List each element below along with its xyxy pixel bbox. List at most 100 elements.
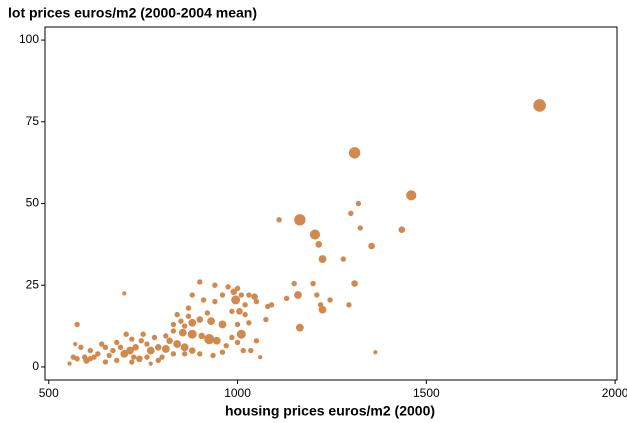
bubble <box>146 346 155 355</box>
bubble <box>144 354 150 360</box>
bubble <box>136 355 143 363</box>
bubble <box>234 339 241 346</box>
bubble <box>268 302 275 308</box>
bubble <box>114 339 120 346</box>
bubble <box>140 331 146 337</box>
bubble <box>406 190 417 201</box>
bubble <box>198 332 205 340</box>
bubble <box>87 356 94 362</box>
bubble <box>120 349 129 358</box>
bubble <box>170 351 177 357</box>
bubble <box>74 321 80 328</box>
y-tick-label: 75 <box>26 114 40 128</box>
bubble <box>87 347 94 354</box>
bubble <box>283 295 290 301</box>
bubble <box>258 355 263 360</box>
bubble <box>173 340 182 348</box>
bubble <box>132 344 139 351</box>
bubble <box>155 357 161 364</box>
bubble <box>187 329 197 339</box>
bubble <box>189 292 195 298</box>
bubble <box>398 226 406 233</box>
bubble <box>373 350 378 355</box>
bubble <box>340 256 346 262</box>
bubble <box>144 341 150 347</box>
x-tick-label: 500 <box>39 386 59 400</box>
bubble <box>218 320 227 329</box>
bubble <box>151 334 158 341</box>
bubble <box>219 349 226 355</box>
bubble <box>248 347 254 354</box>
chart-title: lot prices euros/m2 (2000-2004 mean) <box>8 5 257 21</box>
bubble <box>188 318 197 327</box>
bubble <box>219 292 226 298</box>
bubble <box>178 318 184 324</box>
bubble <box>74 356 80 362</box>
x-tick-label: 1000 <box>224 386 251 400</box>
bubble <box>294 214 306 226</box>
x-axis-label: housing prices euros/m2 (2000) <box>225 403 435 419</box>
bubble <box>131 354 137 360</box>
bubble <box>185 313 192 319</box>
bubble <box>234 321 241 328</box>
bubble <box>246 292 252 298</box>
x-tick-label: 2000 <box>602 386 627 400</box>
bubble <box>174 311 180 318</box>
bubble <box>129 359 135 365</box>
x-tick-label: 1500 <box>413 386 440 400</box>
bubble <box>253 338 260 344</box>
bubble <box>204 334 215 345</box>
bubble <box>117 344 124 351</box>
bubble <box>225 284 231 290</box>
bubble <box>181 351 188 357</box>
bubble <box>231 295 241 305</box>
bubble <box>138 338 144 344</box>
bubble <box>229 334 235 341</box>
bubble <box>67 361 72 366</box>
bubble <box>318 255 327 263</box>
bubble <box>251 293 258 300</box>
bubble <box>309 229 321 240</box>
bubble <box>236 308 243 315</box>
bubble <box>188 347 196 354</box>
bubble <box>129 336 135 342</box>
bubble <box>314 292 320 298</box>
bubble <box>166 337 173 345</box>
bubble <box>181 323 188 329</box>
bubble <box>114 357 120 364</box>
bubble <box>170 321 177 328</box>
bubble <box>95 351 101 357</box>
bubble <box>368 242 375 250</box>
bubble <box>357 225 363 231</box>
bubble <box>154 344 162 351</box>
bubble <box>240 347 246 354</box>
bubble <box>210 352 216 359</box>
bubble <box>294 291 302 299</box>
y-tick-label: 50 <box>26 196 40 210</box>
y-tick-label: 0 <box>32 359 39 373</box>
bubble <box>78 344 84 351</box>
bubble <box>351 280 358 287</box>
bubble <box>102 359 109 365</box>
y-tick-label: 25 <box>26 277 40 291</box>
bubble <box>73 341 78 347</box>
bubble <box>180 343 189 352</box>
bubble <box>310 280 316 287</box>
bubble <box>159 354 165 360</box>
bubble <box>81 354 88 360</box>
bubble <box>346 302 352 308</box>
bubble <box>238 292 245 298</box>
bubble <box>236 329 246 339</box>
y-tick-label: 100 <box>19 32 39 46</box>
bubble <box>230 288 238 296</box>
bubble <box>170 328 177 334</box>
bubble <box>295 323 304 332</box>
bubble <box>200 297 207 303</box>
bubble <box>110 347 116 354</box>
bubble <box>204 310 211 316</box>
bubble <box>242 311 248 318</box>
bubble <box>229 308 235 315</box>
bubble <box>98 341 105 347</box>
